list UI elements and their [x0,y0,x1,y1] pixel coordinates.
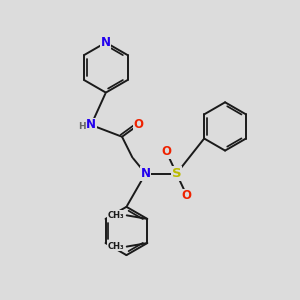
Text: O: O [133,118,143,131]
Text: H: H [78,122,85,131]
Text: N: N [101,36,111,49]
Text: O: O [182,189,192,202]
Text: O: O [161,145,171,158]
Text: N: N [86,118,96,131]
Text: N: N [141,167,151,180]
Text: CH₃: CH₃ [108,242,124,251]
Text: CH₃: CH₃ [108,211,124,220]
Text: S: S [172,167,181,180]
